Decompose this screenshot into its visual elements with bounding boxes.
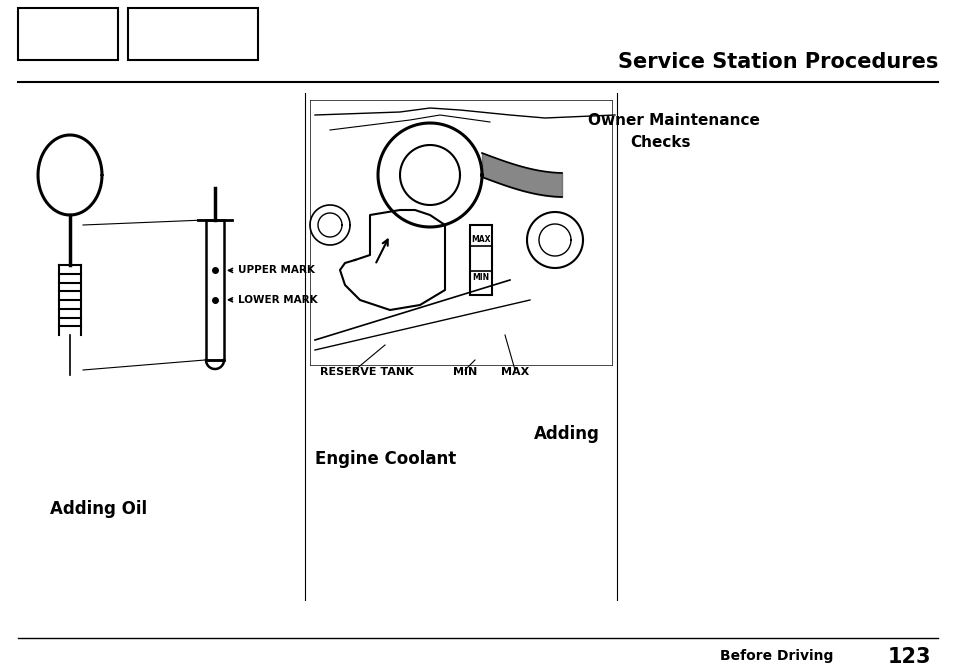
Text: MAX: MAX (471, 235, 490, 244)
Text: Service Station Procedures: Service Station Procedures (617, 52, 937, 72)
Text: Engine Coolant: Engine Coolant (314, 450, 456, 468)
Text: LOWER MARK: LOWER MARK (229, 295, 317, 305)
Text: Adding: Adding (534, 425, 599, 443)
Text: MAX: MAX (500, 367, 529, 377)
Text: MIN: MIN (472, 273, 489, 282)
Text: RESERVE TANK: RESERVE TANK (319, 367, 414, 377)
Text: MIN: MIN (453, 367, 476, 377)
Bar (470, 225, 492, 295)
Bar (18, 8, 118, 60)
Text: UPPER MARK: UPPER MARK (229, 265, 314, 276)
Text: 123: 123 (887, 647, 930, 667)
Text: Adding Oil: Adding Oil (50, 500, 147, 518)
Text: Owner Maintenance: Owner Maintenance (587, 113, 760, 128)
Text: Checks: Checks (629, 135, 690, 150)
Bar (206, 220, 224, 360)
Text: Before Driving: Before Driving (720, 649, 833, 663)
Bar (128, 8, 257, 60)
